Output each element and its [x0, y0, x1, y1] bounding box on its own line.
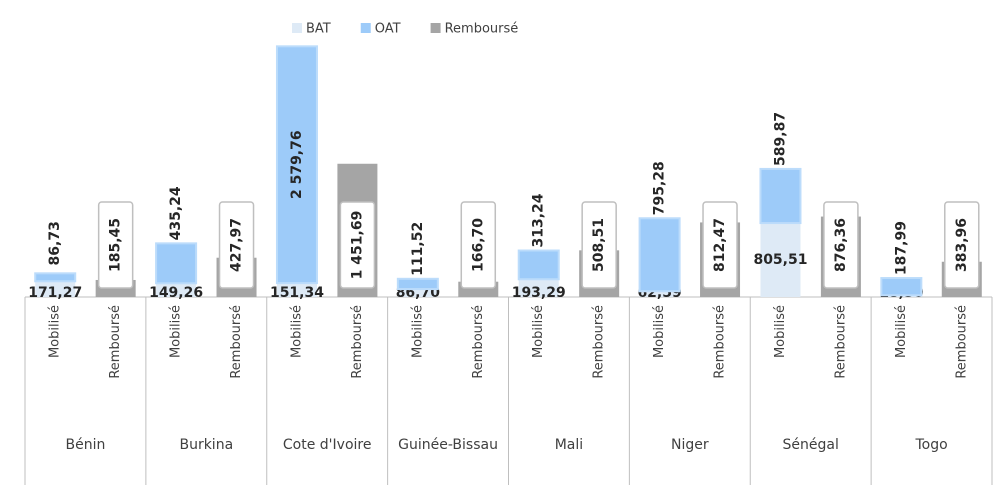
- group-label: Sénégal: [782, 437, 839, 453]
- label-box: [581, 201, 617, 289]
- label-box: [823, 201, 859, 289]
- x-tick-label: Mobilisé: [410, 305, 425, 358]
- x-tick-label: Mobilisé: [289, 305, 304, 358]
- data-label: 508,51: [591, 218, 607, 272]
- x-tick-label: Remboursé: [592, 305, 607, 379]
- data-label: 193,29: [512, 285, 566, 301]
- legend-label: OAT: [375, 22, 401, 37]
- group-label: Burkina: [179, 437, 234, 453]
- x-tick-label: Remboursé: [229, 305, 244, 379]
- data-label: 427,97: [229, 218, 245, 272]
- x-tick-label: Mobilisé: [773, 305, 788, 358]
- x-tick-label: Remboursé: [713, 305, 728, 379]
- data-label: 383,96: [954, 218, 970, 272]
- label-box: [339, 201, 376, 289]
- group-label: Mali: [554, 437, 584, 453]
- legend-swatch: [430, 23, 441, 33]
- data-label: 86,73: [47, 221, 63, 265]
- data-label: 185,45: [108, 218, 124, 272]
- data-label: 1 451,69: [349, 211, 365, 280]
- bar-segment: [759, 167, 802, 225]
- x-tick-label: Mobilisé: [48, 305, 63, 358]
- group-label: Niger: [671, 437, 709, 453]
- label-box: [97, 201, 134, 289]
- data-label: 805,51: [753, 252, 807, 268]
- group-label: Cote d'Ivoire: [282, 437, 372, 453]
- bar-segment: [517, 249, 560, 281]
- x-tick-label: Remboursé: [350, 305, 365, 379]
- x-tick-label: Remboursé: [471, 305, 486, 379]
- data-label: 589,87: [772, 112, 788, 166]
- label-box: [702, 201, 738, 289]
- label-box: [460, 201, 497, 289]
- bar-segment: [880, 277, 923, 297]
- legend-swatch: [360, 23, 371, 33]
- bar-segment: [396, 277, 439, 291]
- data-label: 151,34: [270, 285, 324, 301]
- x-tick-label: Remboursé: [954, 305, 969, 379]
- bar-segment: [34, 272, 77, 283]
- group-label: Guinée-Bissau: [398, 437, 498, 453]
- data-label: 795,28: [652, 161, 668, 215]
- group-label: Togo: [915, 437, 948, 453]
- x-tick-label: Remboursé: [833, 305, 848, 379]
- data-label: 187,99: [893, 221, 909, 275]
- legend-label: Remboursé: [445, 22, 519, 37]
- x-tick-label: Mobilisé: [169, 305, 184, 358]
- group-label: Bénin: [65, 437, 106, 453]
- data-label: 166,70: [470, 218, 486, 272]
- bar-segment: [275, 45, 318, 285]
- bar-segment: [760, 223, 801, 297]
- label-box: [218, 201, 255, 289]
- legend-swatch: [292, 23, 302, 33]
- bar-segment: [276, 283, 317, 297]
- x-tick-label: Remboursé: [108, 305, 123, 379]
- data-label: 812,47: [712, 218, 728, 272]
- data-label: 149,26: [149, 285, 203, 301]
- x-tick-label: Mobilisé: [531, 305, 546, 358]
- bar-segment: [397, 289, 438, 297]
- x-tick-label: Mobilisé: [652, 305, 667, 358]
- legend-label: BAT: [306, 22, 331, 37]
- data-label: 876,36: [833, 218, 849, 272]
- bar-segment: [639, 291, 680, 297]
- bar-segment: [638, 217, 681, 293]
- bar-segment: [35, 281, 76, 297]
- label-box: [944, 201, 980, 289]
- data-label: 111,52: [410, 222, 426, 276]
- data-label: 435,24: [168, 186, 184, 240]
- data-label: 313,24: [531, 193, 547, 247]
- data-label: 171,27: [28, 285, 82, 301]
- data-label: 2 579,76: [289, 130, 305, 199]
- bar-segment: [155, 242, 198, 285]
- bar-segment: [156, 283, 197, 297]
- x-tick-label: Mobilisé: [894, 305, 909, 358]
- bar-segment: [518, 279, 559, 297]
